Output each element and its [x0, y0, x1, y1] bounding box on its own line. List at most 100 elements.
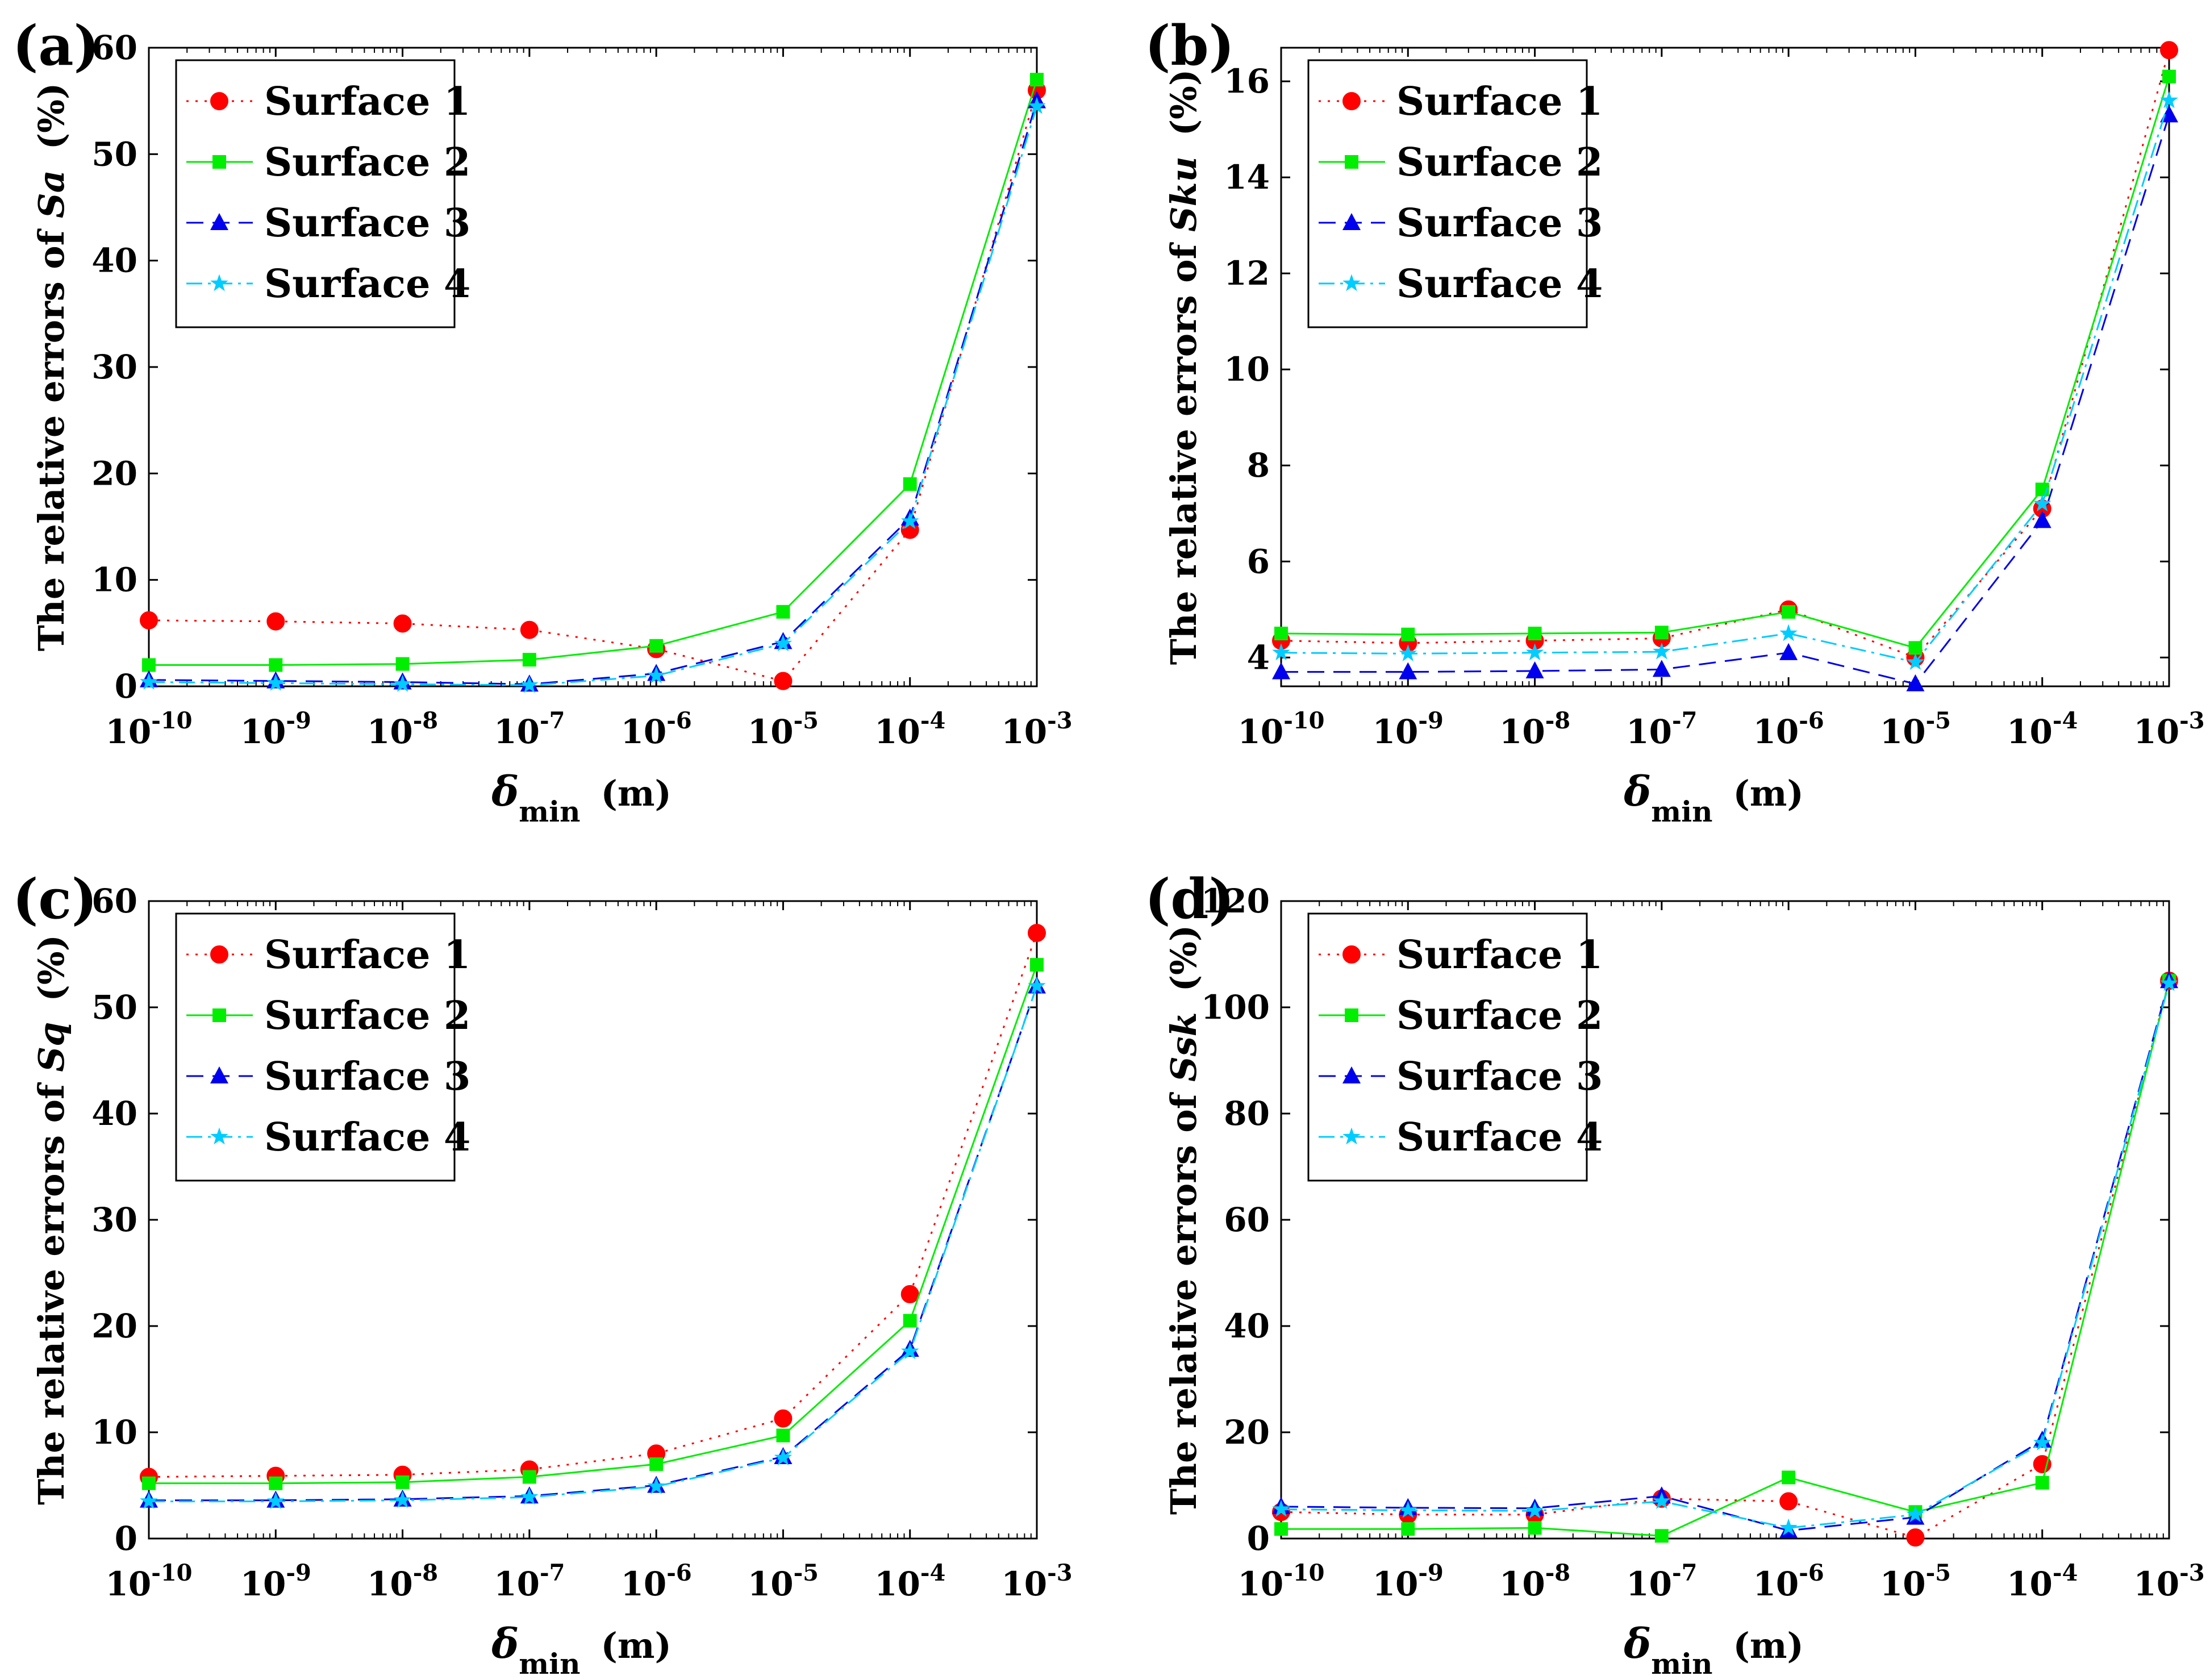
legend-label: Surface 4	[1396, 1115, 1603, 1160]
y-tick-label: 20	[1224, 1413, 1270, 1452]
x-tick-base: 10	[1499, 712, 1545, 751]
data-point-surface-4	[140, 672, 158, 690]
panel-label: (a)	[12, 14, 99, 78]
data-point-surface-4	[900, 512, 919, 530]
x-tick-base: 10	[2133, 712, 2179, 751]
x-tick-exp: -5	[1926, 1560, 1951, 1586]
legend-marker	[1342, 945, 1361, 964]
legend-marker	[1345, 155, 1358, 169]
legend-label: Surface 1	[1396, 79, 1603, 124]
x-tick-base: 10	[1753, 712, 1799, 751]
data-point-surface-2	[649, 1457, 664, 1471]
legend-marker	[1342, 1127, 1361, 1145]
legend: Surface 1 Surface 2 Surface 3 Surface 4	[175, 912, 470, 1182]
data-point-surface-1	[2160, 41, 2178, 60]
y-tick-label: 50	[91, 135, 137, 173]
data-point-surface-2	[1528, 1521, 1542, 1535]
data-point-surface-1	[140, 611, 158, 630]
x-axis-label-symbol: δ	[491, 767, 519, 815]
x-tick-exp: -5	[794, 707, 819, 734]
x-tick-base: 10	[748, 712, 794, 751]
data-point-surface-1	[774, 672, 793, 690]
data-point-surface-2	[1782, 605, 1796, 619]
x-tick-base: 10	[2007, 1565, 2053, 1603]
x-tick-base: 10	[1238, 1565, 1284, 1603]
x-tick-base: 10	[240, 712, 286, 751]
panel-label: (b)	[1145, 14, 1235, 78]
x-tick-exp: -9	[286, 1560, 311, 1586]
data-point-surface-1	[266, 612, 285, 631]
y-tick-label: 14	[1224, 158, 1270, 197]
data-point-surface-3	[1906, 674, 1925, 691]
x-axis-label: δmin (m)	[491, 1619, 672, 1680]
x-tick-label: 10-8	[367, 1560, 438, 1603]
data-point-surface-4	[1779, 624, 1798, 641]
data-point-surface-2	[1654, 626, 1669, 640]
x-tick-label: 10-10	[106, 1560, 193, 1603]
legend-marker	[210, 213, 228, 230]
y-tick-label: 10	[91, 561, 137, 599]
x-axis-label: δmin (m)	[1623, 1619, 1804, 1680]
y-tick-label: 60	[1224, 1200, 1270, 1239]
data-point-surface-3	[2033, 511, 2051, 528]
x-tick-exp: -3	[2179, 707, 2204, 734]
y-tick-label: 10	[1224, 350, 1270, 389]
data-point-surface-3	[1272, 662, 1290, 679]
data-point-surface-3	[2160, 105, 2178, 123]
legend-marker	[210, 92, 228, 110]
y-tick-label: 4	[1247, 638, 1270, 677]
y-axis-label: The relative errors of Sa (%)	[31, 83, 72, 652]
legend-marker	[1342, 274, 1361, 291]
legend-label: Surface 2	[264, 140, 470, 185]
x-tick-exp: -7	[1672, 1560, 1697, 1586]
x-axis-label-symbol: δ	[491, 1619, 519, 1668]
legend-label: Surface 2	[1396, 993, 1603, 1039]
x-tick-exp: -10	[151, 1560, 192, 1586]
x-tick-exp: -10	[151, 707, 192, 734]
y-axis-label-var: Sa	[31, 170, 72, 218]
x-tick-exp: -6	[666, 1560, 691, 1586]
data-point-surface-1	[1906, 1528, 1925, 1547]
y-tick-label: 100	[1201, 988, 1270, 1027]
legend: Surface 1 Surface 2 Surface 3 Surface 4	[1307, 912, 1603, 1182]
x-tick-exp: -3	[1047, 707, 1072, 734]
y-axis-label: The relative errors of Ssk (%)	[1163, 925, 1204, 1515]
y-axis-label-unit: (%)	[31, 935, 72, 1002]
y-tick-label: 10	[91, 1413, 137, 1452]
x-tick-base: 10	[874, 712, 920, 751]
data-point-surface-4	[647, 666, 665, 683]
x-tick-label: 10-4	[2007, 1560, 2078, 1603]
y-axis-label-var: Ssk	[1163, 1012, 1204, 1082]
x-tick-base: 10	[106, 1565, 152, 1603]
legend-label: Surface 3	[264, 201, 470, 246]
x-tick-label: 10-9	[240, 707, 311, 751]
series-line-surface-4	[1281, 983, 2170, 1529]
x-tick-label: 10-7	[1626, 707, 1697, 751]
x-tick-label: 10-9	[1373, 707, 1444, 751]
data-point-surface-1	[1779, 1492, 1798, 1511]
panel-2: 10-10 10-9 10-8 10-7 10-6 10-5 10-4 10-34681012…	[1145, 14, 2205, 828]
data-point-surface-4	[1525, 643, 1544, 661]
series-line-surface-3	[148, 101, 1038, 685]
y-axis-label-var: Sku	[1163, 156, 1204, 232]
x-tick-label: 10-3	[2133, 707, 2204, 751]
data-point-surface-2	[1401, 627, 1415, 641]
panel-1: 10-10 10-9 10-8 10-7 10-6 10-5 10-4 10-30102030…	[12, 14, 1073, 828]
data-point-surface-2	[1274, 1522, 1288, 1536]
data-point-surface-4	[140, 1492, 158, 1509]
data-point-surface-2	[1401, 1522, 1415, 1536]
x-tick-label: 10-10	[106, 707, 193, 751]
x-tick-base: 10	[1373, 1565, 1419, 1603]
y-tick-label: 6	[1247, 542, 1270, 581]
y-tick-label: 60	[91, 28, 137, 67]
data-point-surface-2	[2035, 1475, 2049, 1490]
y-tick-label: 60	[91, 882, 137, 920]
series-line-surface-4	[149, 986, 1038, 1503]
data-point-surface-2	[269, 658, 283, 672]
x-tick-label: 10-9	[240, 1560, 311, 1603]
series-line-surface-4	[148, 106, 1038, 686]
y-axis-label: The relative errors of Sq (%)	[31, 935, 72, 1505]
x-tick-exp: -5	[1926, 707, 1951, 734]
data-point-surface-4	[1906, 1505, 1925, 1523]
x-tick-label: 10-6	[1753, 707, 1824, 751]
